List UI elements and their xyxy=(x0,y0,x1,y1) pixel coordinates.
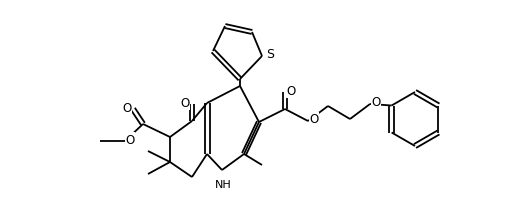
Text: S: S xyxy=(266,48,274,61)
Text: O: O xyxy=(180,97,190,110)
Text: O: O xyxy=(309,113,319,126)
Text: O: O xyxy=(286,85,296,98)
Text: O: O xyxy=(125,133,134,146)
Text: O: O xyxy=(122,102,132,115)
Text: NH: NH xyxy=(214,179,231,189)
Text: O: O xyxy=(372,96,380,109)
